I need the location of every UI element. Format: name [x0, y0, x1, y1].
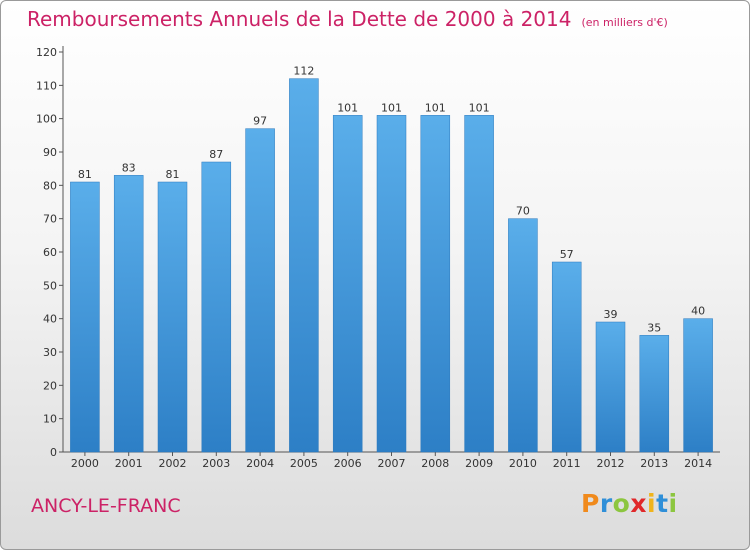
y-tick-label: 30	[43, 346, 57, 359]
commune-name: ANCY-LE-FRANC	[31, 495, 181, 517]
x-tick-label: 2007	[378, 457, 406, 470]
bar	[508, 218, 538, 453]
x-tick-label: 2000	[71, 457, 99, 470]
data-label: 40	[691, 305, 705, 318]
x-tick-label: 2009	[465, 457, 493, 470]
bar	[157, 181, 188, 453]
value-labels: 81 83 81 87 97 112 101 101 101 101 70 57 39 35 40	[78, 65, 705, 335]
data-label: 83	[122, 161, 136, 174]
data-label: 81	[166, 168, 180, 181]
y-tick-label: 60	[43, 246, 57, 259]
y-tick-label: 110	[36, 79, 57, 92]
x-tick-label: 2013	[640, 457, 668, 470]
chart-title: Remboursements Annuels de la Dette de 20…	[27, 7, 668, 31]
logo-letter: i	[668, 489, 678, 518]
chart-unit-label: (en milliers d'€)	[581, 16, 668, 29]
logo-letter: P	[581, 489, 600, 518]
x-axis: 2000 2001 2002 2003 2004 2005 2006 2007 2008 2009…	[63, 451, 720, 470]
y-tick-label: 120	[36, 46, 57, 59]
logo-letter: r	[599, 489, 613, 518]
bar	[332, 115, 363, 453]
x-tick-label: 2004	[246, 457, 274, 470]
bar	[289, 78, 319, 453]
bar	[595, 321, 626, 453]
x-tick-label: 2011	[553, 457, 581, 470]
y-tick-label: 100	[36, 113, 57, 126]
bar	[551, 261, 582, 453]
bar	[201, 161, 232, 453]
logo-letter: o	[612, 489, 631, 518]
x-tick-label: 2008	[421, 457, 449, 470]
y-tick-label: 0	[50, 446, 57, 459]
logo-letter: x	[630, 489, 647, 518]
y-tick-label: 90	[43, 146, 57, 159]
bar	[113, 175, 144, 453]
bar	[683, 318, 713, 453]
bar	[376, 115, 407, 453]
data-label: 57	[560, 248, 574, 261]
x-tick-label: 2002	[159, 457, 187, 470]
bar	[245, 128, 275, 453]
bar	[639, 335, 670, 453]
data-label: 39	[604, 308, 618, 321]
y-tick-label: 10	[43, 413, 57, 426]
data-label: 35	[647, 321, 661, 334]
y-axis: 0 10 20 30 40 50 60 70 80 90 100 110 120	[36, 46, 64, 459]
data-label: 87	[209, 148, 223, 161]
bar	[420, 115, 451, 453]
chart-title-text: Remboursements Annuels de la Dette de 20…	[27, 7, 572, 31]
x-tick-label: 2005	[290, 457, 318, 470]
proxiti-logo[interactable]: Proxiti	[581, 489, 678, 518]
data-label: 101	[381, 101, 402, 114]
y-tick-label: 50	[43, 279, 57, 292]
data-label: 70	[516, 205, 530, 218]
data-label: 112	[293, 65, 314, 78]
logo-letter: t	[656, 489, 669, 518]
bar	[464, 115, 494, 453]
logo-letter: i	[647, 489, 657, 518]
y-tick-label: 70	[43, 213, 57, 226]
bar	[70, 181, 100, 453]
y-tick-label: 40	[43, 313, 57, 326]
x-tick-label: 2001	[115, 457, 143, 470]
bars	[70, 78, 713, 453]
data-label: 97	[253, 115, 267, 128]
data-label: 101	[337, 101, 358, 114]
data-label: 101	[469, 101, 490, 114]
y-tick-label: 20	[43, 379, 57, 392]
data-label: 101	[425, 101, 446, 114]
x-tick-label: 2012	[597, 457, 625, 470]
data-label: 81	[78, 168, 92, 181]
x-tick-label: 2014	[684, 457, 712, 470]
x-tick-label: 2010	[509, 457, 537, 470]
y-tick-label: 80	[43, 179, 57, 192]
x-tick-label: 2006	[334, 457, 362, 470]
x-tick-label: 2003	[202, 457, 230, 470]
